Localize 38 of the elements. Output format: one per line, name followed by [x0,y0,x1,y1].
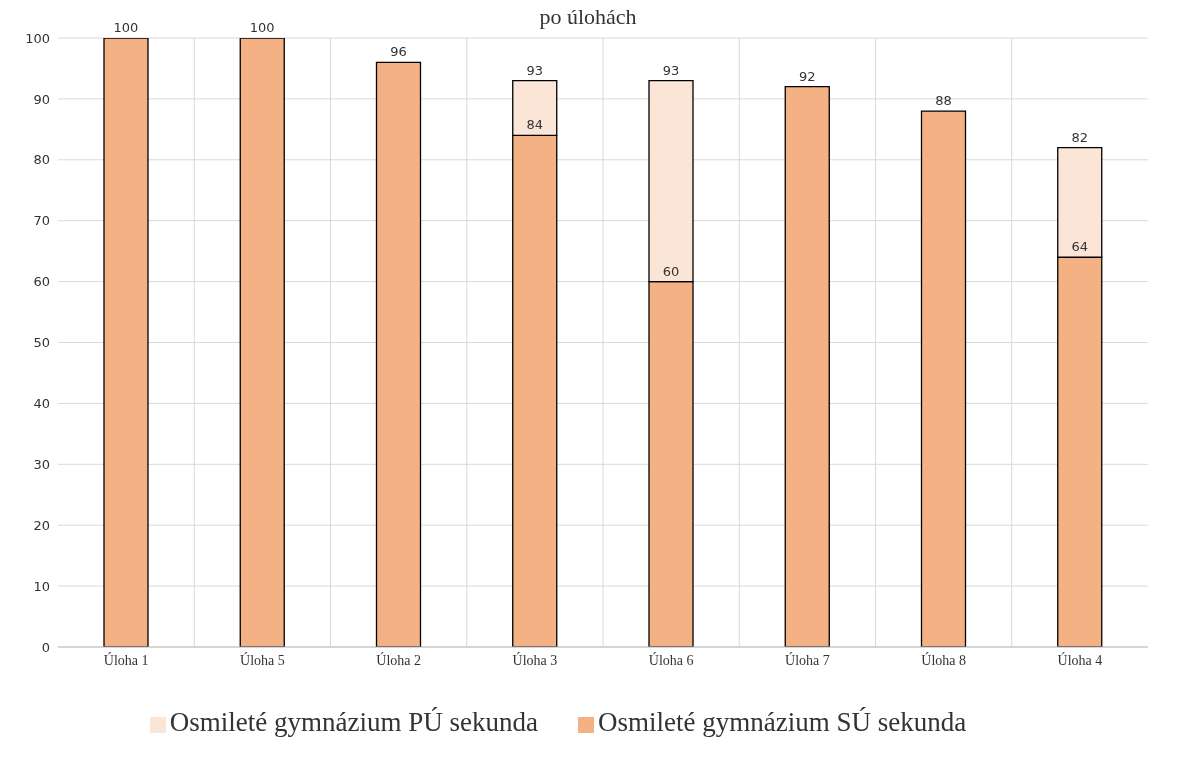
y-tick-label: 10 [33,578,50,594]
y-tick-label: 70 [33,213,50,229]
x-tick-label: Úloha 3 [512,651,558,668]
x-tick-label: Úloha 1 [103,651,149,668]
y-tick-label: 80 [33,152,50,168]
bar [103,38,149,647]
total-label: 82 [1071,129,1089,145]
y-tick-label: 50 [33,335,50,351]
total-label: 100 [113,20,139,35]
x-tick-label: Úloha 7 [785,651,830,668]
data-label: 64 [1071,239,1089,255]
legend-label: Osmileté gymnázium SÚ sekunda [598,707,967,737]
y-tick-label: 100 [25,30,50,46]
legend-label: Osmileté gymnázium PÚ sekunda [169,707,538,737]
bar [784,86,830,647]
y-tick-label: 20 [33,517,50,533]
bar [375,61,422,647]
y-tick-label: 30 [33,456,50,472]
bar [920,110,967,647]
total-label: 100 [249,20,275,35]
data-label: 84 [526,117,544,133]
y-tick-label: 90 [33,91,50,107]
data-label: 60 [662,263,680,279]
chart-title: po úlohách [539,4,637,29]
x-tick-label: Úloha 8 [921,651,966,668]
total-label: 96 [390,44,407,60]
total-label: 93 [526,62,544,78]
x-tick-label: Úloha 6 [648,651,694,668]
y-tick-label: 40 [33,396,50,412]
total-label: 92 [798,68,816,84]
total-label: 88 [935,93,952,109]
x-tick-label: Úloha 4 [1057,651,1103,668]
bar [239,38,285,647]
total-label: 93 [662,62,680,78]
y-tick-label: 0 [41,639,50,655]
x-tick-label: Úloha 2 [376,651,421,668]
y-tick-label: 60 [33,274,50,290]
x-tick-label: Úloha 5 [240,651,285,668]
